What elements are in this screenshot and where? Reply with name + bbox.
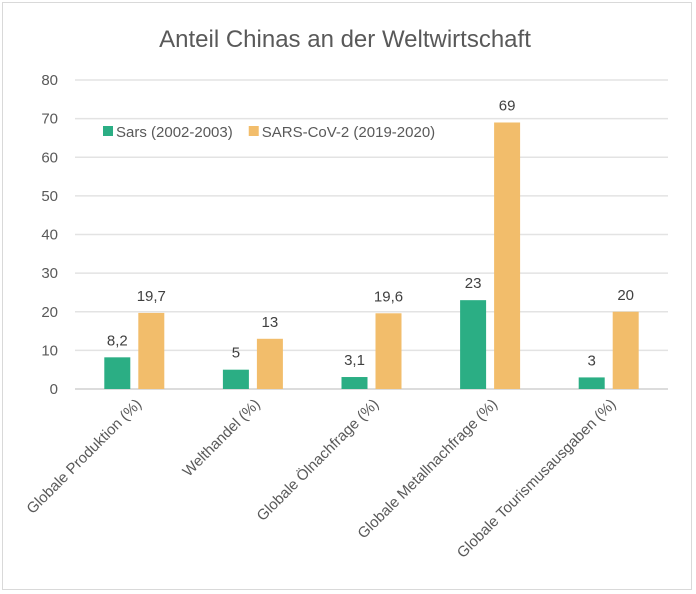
data-label: 3 bbox=[588, 352, 596, 369]
y-tick-label: 50 bbox=[41, 188, 58, 205]
bar bbox=[256, 338, 283, 389]
legend-swatch bbox=[103, 126, 113, 136]
legend-label: SARS-CoV-2 (2019-2020) bbox=[262, 124, 435, 141]
data-label: 8,2 bbox=[107, 332, 128, 349]
data-label: 19,6 bbox=[374, 288, 403, 305]
bar bbox=[222, 369, 249, 389]
bar bbox=[612, 311, 639, 389]
data-label: 20 bbox=[617, 287, 634, 304]
bar bbox=[375, 313, 402, 389]
y-tick-label: 60 bbox=[41, 149, 58, 166]
data-label: 13 bbox=[262, 314, 279, 331]
y-tick-label: 70 bbox=[41, 111, 58, 128]
y-tick-label: 40 bbox=[41, 227, 58, 244]
y-tick-label: 10 bbox=[41, 342, 58, 359]
x-tick-label: Globale Ölnachfrage (%) bbox=[253, 395, 382, 524]
y-tick-label: 0 bbox=[50, 381, 58, 398]
legend-label: Sars (2002-2003) bbox=[116, 124, 233, 141]
y-tick-label: 20 bbox=[41, 304, 58, 321]
data-label: 69 bbox=[499, 97, 516, 114]
legend-swatch bbox=[248, 126, 259, 136]
y-tick-label: 30 bbox=[41, 265, 58, 282]
bar bbox=[494, 122, 521, 390]
bar bbox=[104, 357, 131, 389]
x-tick-label: Globale Produktion (%) bbox=[23, 396, 145, 518]
y-tick-label: 80 bbox=[41, 72, 58, 89]
data-label: 5 bbox=[232, 345, 240, 362]
x-tick-label: Globale Metallnachfrage (%) bbox=[354, 396, 500, 542]
data-label: 23 bbox=[465, 275, 482, 292]
data-label: 19,7 bbox=[137, 288, 166, 305]
chart-title: Anteil Chinas an der Weltwirtschaft bbox=[159, 26, 531, 53]
bar bbox=[460, 300, 487, 389]
bar bbox=[341, 377, 368, 389]
bar bbox=[138, 312, 165, 389]
x-tick-label: Welthandel (%) bbox=[179, 396, 263, 480]
bar bbox=[578, 377, 605, 389]
data-label: 3,1 bbox=[344, 352, 365, 369]
